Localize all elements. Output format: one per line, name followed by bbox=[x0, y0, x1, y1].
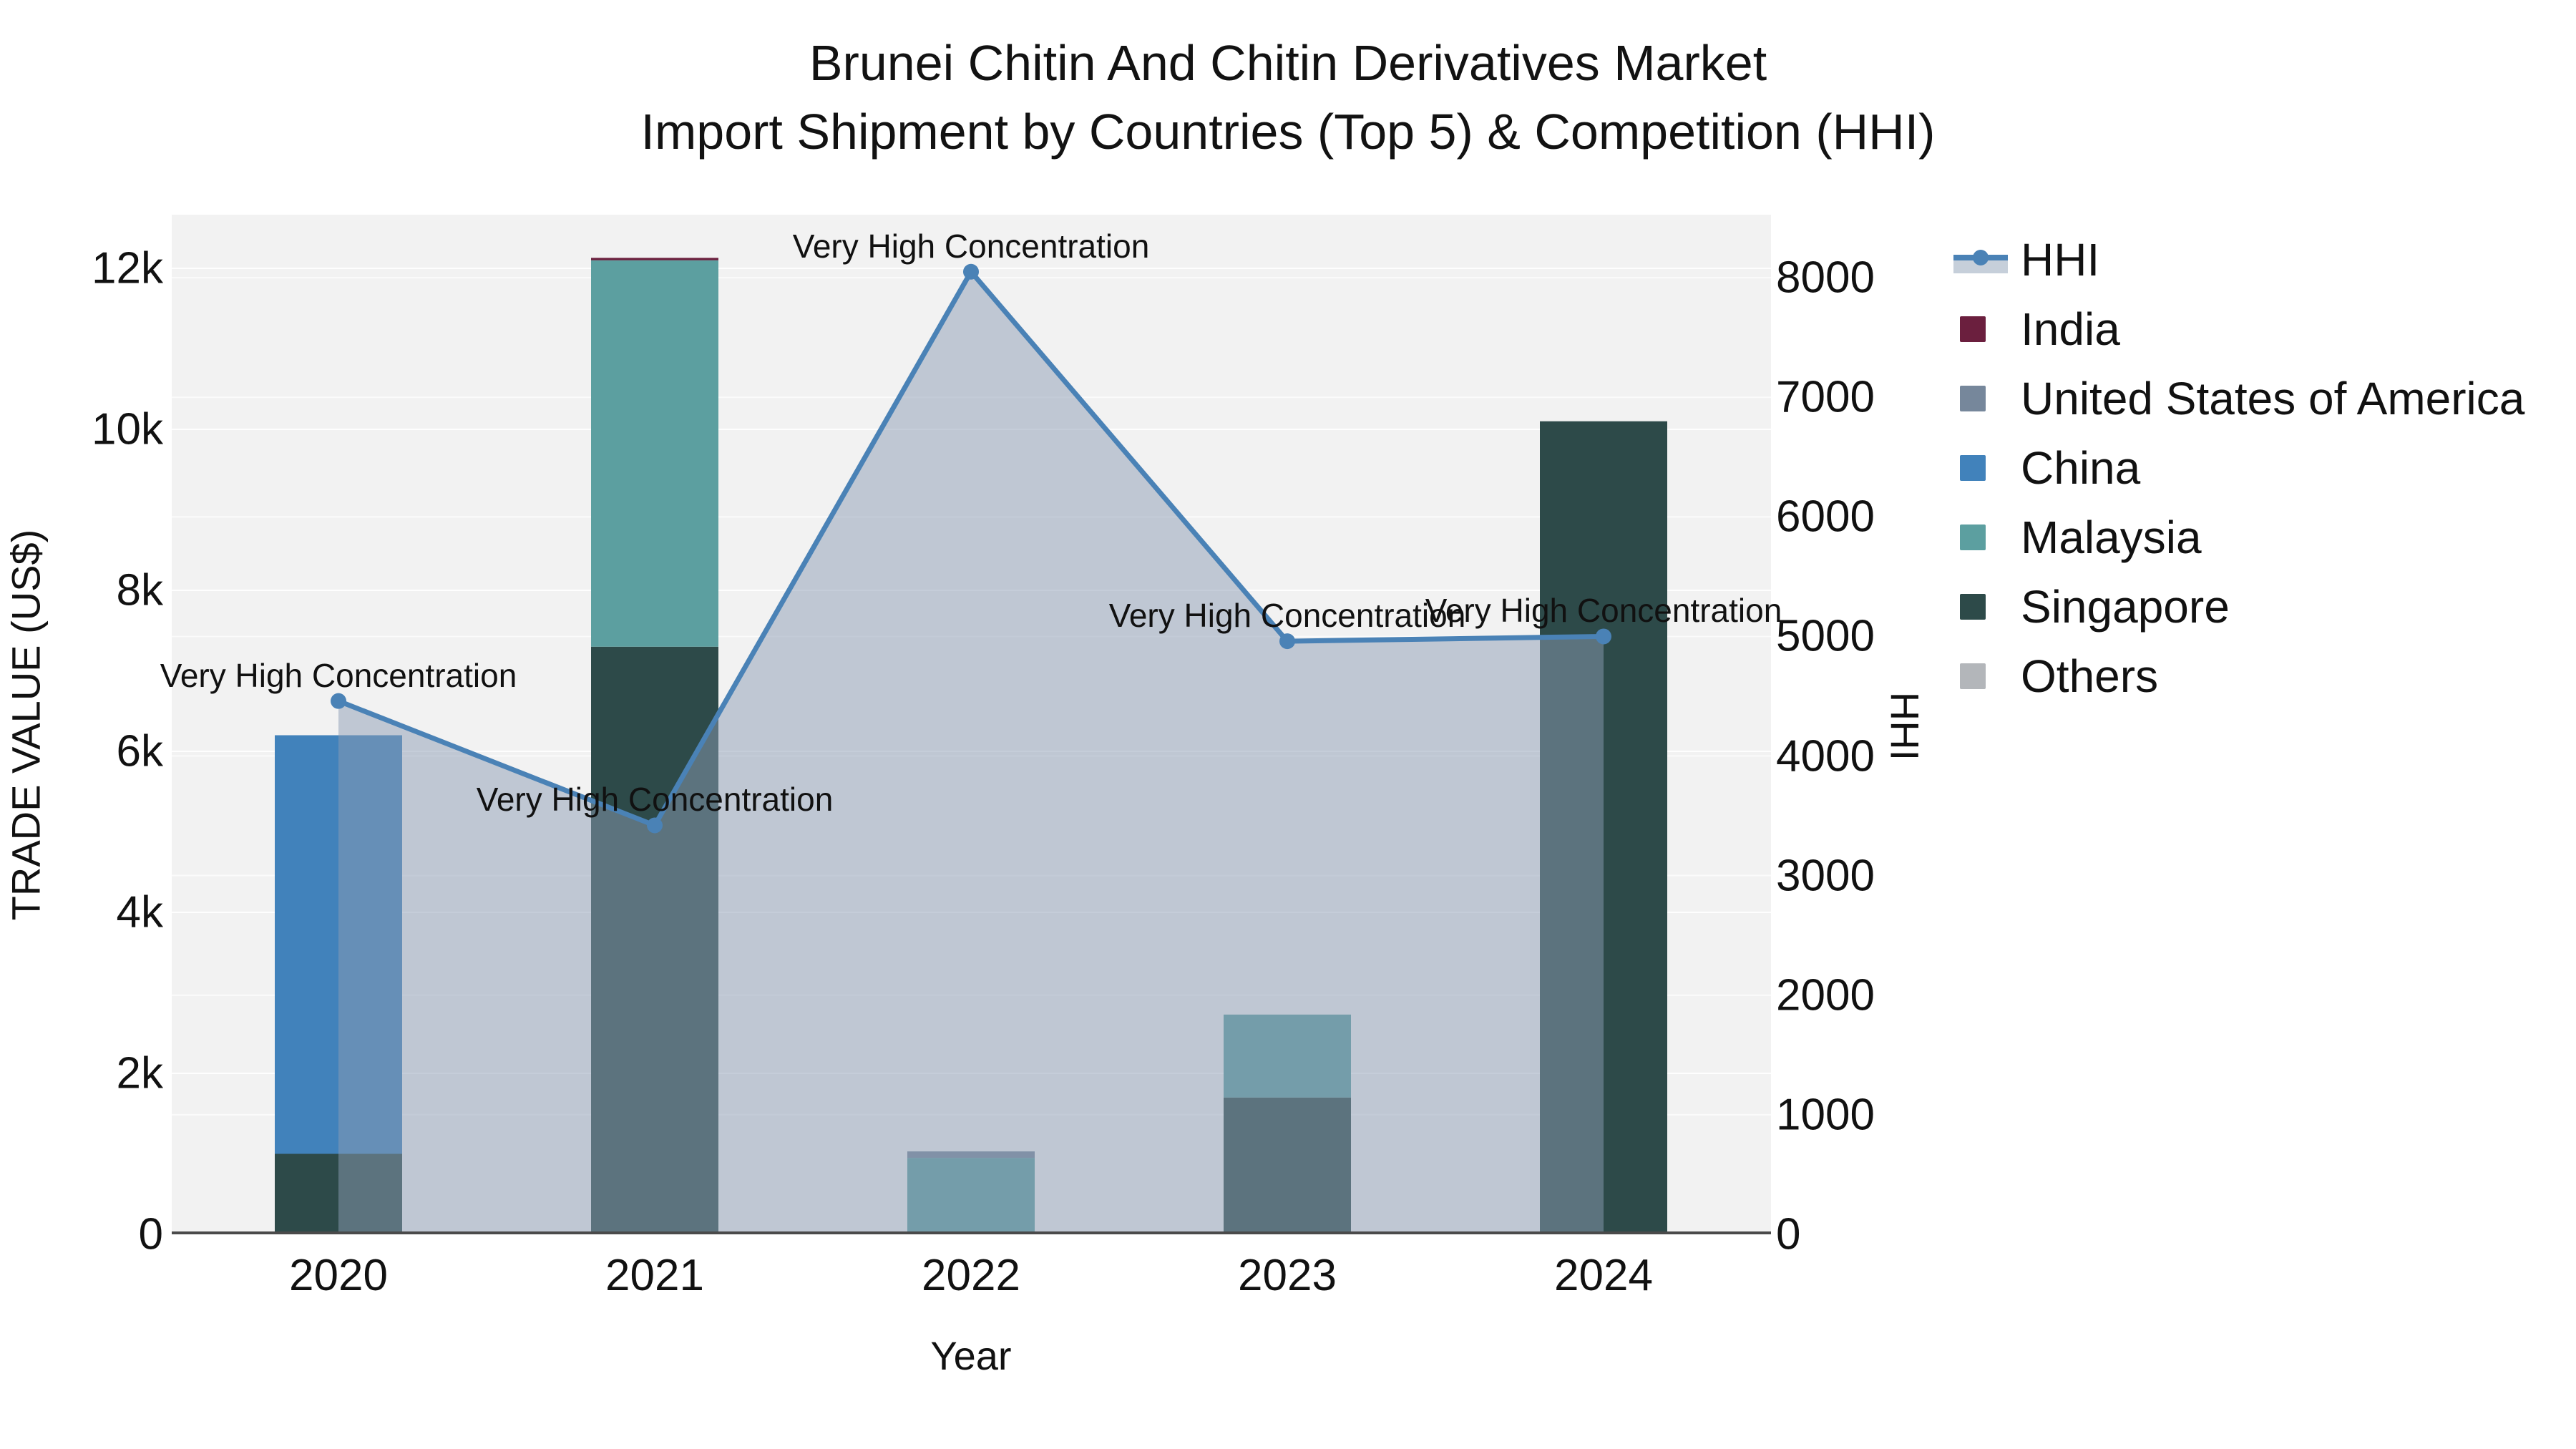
hhi-marker-2020[interactable] bbox=[331, 693, 346, 709]
hhi-marker-2021[interactable] bbox=[647, 817, 663, 834]
y-left-tick-6k: 6k bbox=[116, 726, 163, 776]
united-states-of-america-swatch bbox=[1960, 385, 1986, 411]
hhi-marker-2024[interactable] bbox=[1596, 628, 1611, 645]
legend-item-india[interactable]: India bbox=[1953, 294, 2524, 364]
legend-label-others: Others bbox=[2021, 650, 2159, 702]
legend-item-hhi[interactable]: HHI bbox=[1953, 225, 2524, 294]
chart-title-line1: Brunei Chitin And Chitin Derivatives Mar… bbox=[809, 35, 1767, 91]
legend-item-others[interactable]: Others bbox=[1953, 641, 2524, 711]
y-left-tick-0: 0 bbox=[138, 1209, 163, 1259]
y-right-tick-8000: 8000 bbox=[1776, 253, 1875, 303]
annotation-2023: Very High Concentration bbox=[1108, 597, 1466, 635]
plot-area bbox=[172, 215, 1771, 1234]
chart-title: Brunei Chitin And Chitin Derivatives Mar… bbox=[0, 29, 2576, 166]
y-left-tick-12k: 12k bbox=[92, 243, 163, 293]
y-right-tick-1000: 1000 bbox=[1776, 1090, 1875, 1140]
legend-label-hhi: HHI bbox=[2021, 233, 2100, 286]
india-swatch bbox=[1960, 316, 1986, 342]
hhi-line-swatch-icon bbox=[1953, 245, 2008, 274]
hhi-marker-2022[interactable] bbox=[963, 263, 979, 280]
y-right-tick-0: 0 bbox=[1776, 1209, 1801, 1259]
x-tick-2021: 2021 bbox=[605, 1251, 704, 1300]
y-right-axis-title: HHI bbox=[1882, 691, 1928, 761]
others-swatch-icon bbox=[1953, 662, 2008, 691]
legend-item-china[interactable]: China bbox=[1953, 433, 2524, 502]
annotation-2024: Very High Concentration bbox=[1425, 592, 1782, 630]
legend-label-china: China bbox=[2021, 441, 2141, 494]
hhi-marker-swatch bbox=[1973, 249, 1989, 265]
legend-label-singapore: Singapore bbox=[2021, 580, 2230, 633]
legend-item-malaysia[interactable]: Malaysia bbox=[1953, 502, 2524, 572]
china-swatch-icon bbox=[1953, 454, 2008, 482]
x-axis-line bbox=[172, 1231, 1771, 1234]
malaysia-swatch bbox=[1960, 524, 1986, 550]
china-swatch bbox=[1960, 454, 1986, 481]
annotation-2020: Very High Concentration bbox=[160, 656, 517, 694]
legend-label-malaysia: Malaysia bbox=[2021, 511, 2202, 563]
y-right-tick-2000: 2000 bbox=[1776, 970, 1875, 1020]
legend-label-india: India bbox=[2021, 303, 2120, 355]
legend: HHI India United States of America China Mal… bbox=[1953, 225, 2524, 711]
x-tick-2024: 2024 bbox=[1554, 1251, 1653, 1300]
united-states-of-america-swatch-icon bbox=[1953, 384, 2008, 413]
y-right-tick-5000: 5000 bbox=[1776, 611, 1875, 661]
x-tick-2022: 2022 bbox=[922, 1251, 1020, 1300]
malaysia-swatch-icon bbox=[1953, 523, 2008, 552]
x-axis-title: Year bbox=[930, 1333, 1012, 1378]
y-right-tick-4000: 4000 bbox=[1776, 731, 1875, 781]
singapore-swatch-icon bbox=[1953, 592, 2008, 621]
y-left-tick-2k: 2k bbox=[116, 1048, 163, 1098]
legend-item-united-states-of-america[interactable]: United States of America bbox=[1953, 364, 2524, 433]
y-right-tick-6000: 6000 bbox=[1776, 492, 1875, 542]
bar-india-2021[interactable] bbox=[591, 258, 718, 260]
y-right-tick-7000: 7000 bbox=[1776, 372, 1875, 422]
india-swatch-icon bbox=[1953, 315, 2008, 343]
annotation-2021: Very High Concentration bbox=[476, 781, 834, 819]
y-right-tick-3000: 3000 bbox=[1776, 851, 1875, 901]
legend-item-singapore[interactable]: Singapore bbox=[1953, 572, 2524, 641]
others-swatch bbox=[1960, 663, 1986, 689]
bar-malaysia-2021[interactable] bbox=[591, 260, 718, 647]
chart-title-line2: Import Shipment by Countries (Top 5) & C… bbox=[640, 104, 1936, 160]
x-tick-2020: 2020 bbox=[289, 1251, 388, 1300]
singapore-swatch bbox=[1960, 593, 1986, 620]
hhi-area-swatch bbox=[1953, 258, 2008, 273]
y-left-tick-4k: 4k bbox=[116, 887, 163, 937]
annotation-2022: Very High Concentration bbox=[792, 227, 1150, 265]
y-left-tick-8k: 8k bbox=[116, 565, 163, 615]
x-tick-2023: 2023 bbox=[1238, 1251, 1337, 1300]
hhi-marker-2023[interactable] bbox=[1279, 633, 1295, 650]
legend-label-united-states-of-america: United States of America bbox=[2021, 372, 2525, 424]
hhi-area-fill bbox=[338, 271, 1604, 1234]
y-left-tick-10k: 10k bbox=[92, 404, 163, 454]
